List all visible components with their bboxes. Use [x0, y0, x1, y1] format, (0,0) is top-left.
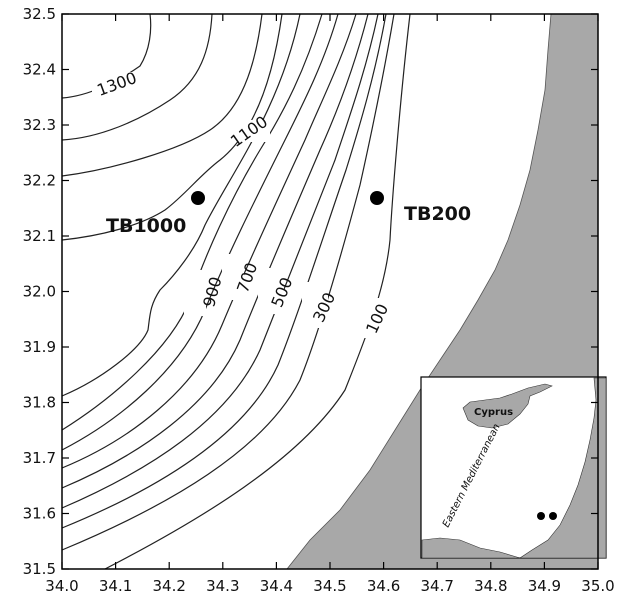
station-label-tb200: TB200 — [404, 203, 471, 225]
stations: TB1000 TB200 — [106, 191, 471, 237]
y-tick-label: 32.5 — [23, 5, 56, 23]
contour-1200 — [61, 13, 213, 141]
inset-label-cyprus: Cyprus — [474, 407, 513, 418]
x-tick-label: 34.1 — [99, 577, 132, 595]
inset-station-1 — [537, 512, 545, 520]
x-tick-label: 34.8 — [474, 577, 507, 595]
contour-1100 — [61, 13, 263, 177]
inset-station-2 — [549, 512, 557, 520]
x-tick-label: 34.5 — [313, 577, 346, 595]
inset-map: Cyprus Eastern Mediterranean — [420, 376, 607, 559]
y-tick-label: 31.7 — [23, 449, 56, 467]
contour-label-group: 1300 1100 900 700 500 300 100 — [92, 68, 392, 338]
x-tick-label: 34.4 — [260, 577, 293, 595]
y-tick-label: 32.0 — [23, 283, 56, 301]
inset-levant-land — [519, 377, 607, 559]
x-tick-label: 34.9 — [528, 577, 561, 595]
y-tick-label: 32.3 — [23, 116, 56, 134]
x-tick-label: 34.0 — [45, 577, 78, 595]
x-tick-label: 35.0 — [581, 577, 614, 595]
contour-700 — [61, 13, 357, 469]
station-marker-tb1000 — [191, 191, 205, 205]
y-tick-label: 32.2 — [23, 172, 56, 190]
contour-1300 — [61, 13, 152, 99]
x-tick-label: 34.6 — [367, 577, 400, 595]
x-tick-label: 34.2 — [152, 577, 185, 595]
contour-1000 — [61, 13, 283, 241]
y-tick-label: 31.9 — [23, 338, 56, 356]
station-marker-tb200 — [370, 191, 384, 205]
y-tick-label: 32.1 — [23, 227, 56, 245]
station-label-tb1000: TB1000 — [106, 215, 186, 237]
y-tick-label: 31.6 — [23, 505, 56, 523]
y-tick-label: 32.4 — [23, 61, 56, 79]
y-tick-label: 31.5 — [23, 560, 56, 578]
y-axis: 32.5 32.4 32.3 32.2 32.1 32.0 31.9 31.8 31.7 31.6… — [23, 5, 598, 578]
contour-400 — [61, 13, 387, 529]
x-tick-label: 34.3 — [206, 577, 239, 595]
inset-cyprus-island — [462, 383, 553, 429]
contour-800 — [61, 13, 339, 451]
contour-900 — [61, 13, 323, 431]
contour-500 — [61, 13, 379, 509]
y-tick-label: 31.8 — [23, 394, 56, 412]
x-tick-label: 34.7 — [420, 577, 453, 595]
inset-egypt-coast — [421, 537, 521, 559]
x-axis: 34.0 34.1 34.2 34.3 34.4 34.5 34.6 34.7 34.8 34.9… — [45, 14, 615, 595]
